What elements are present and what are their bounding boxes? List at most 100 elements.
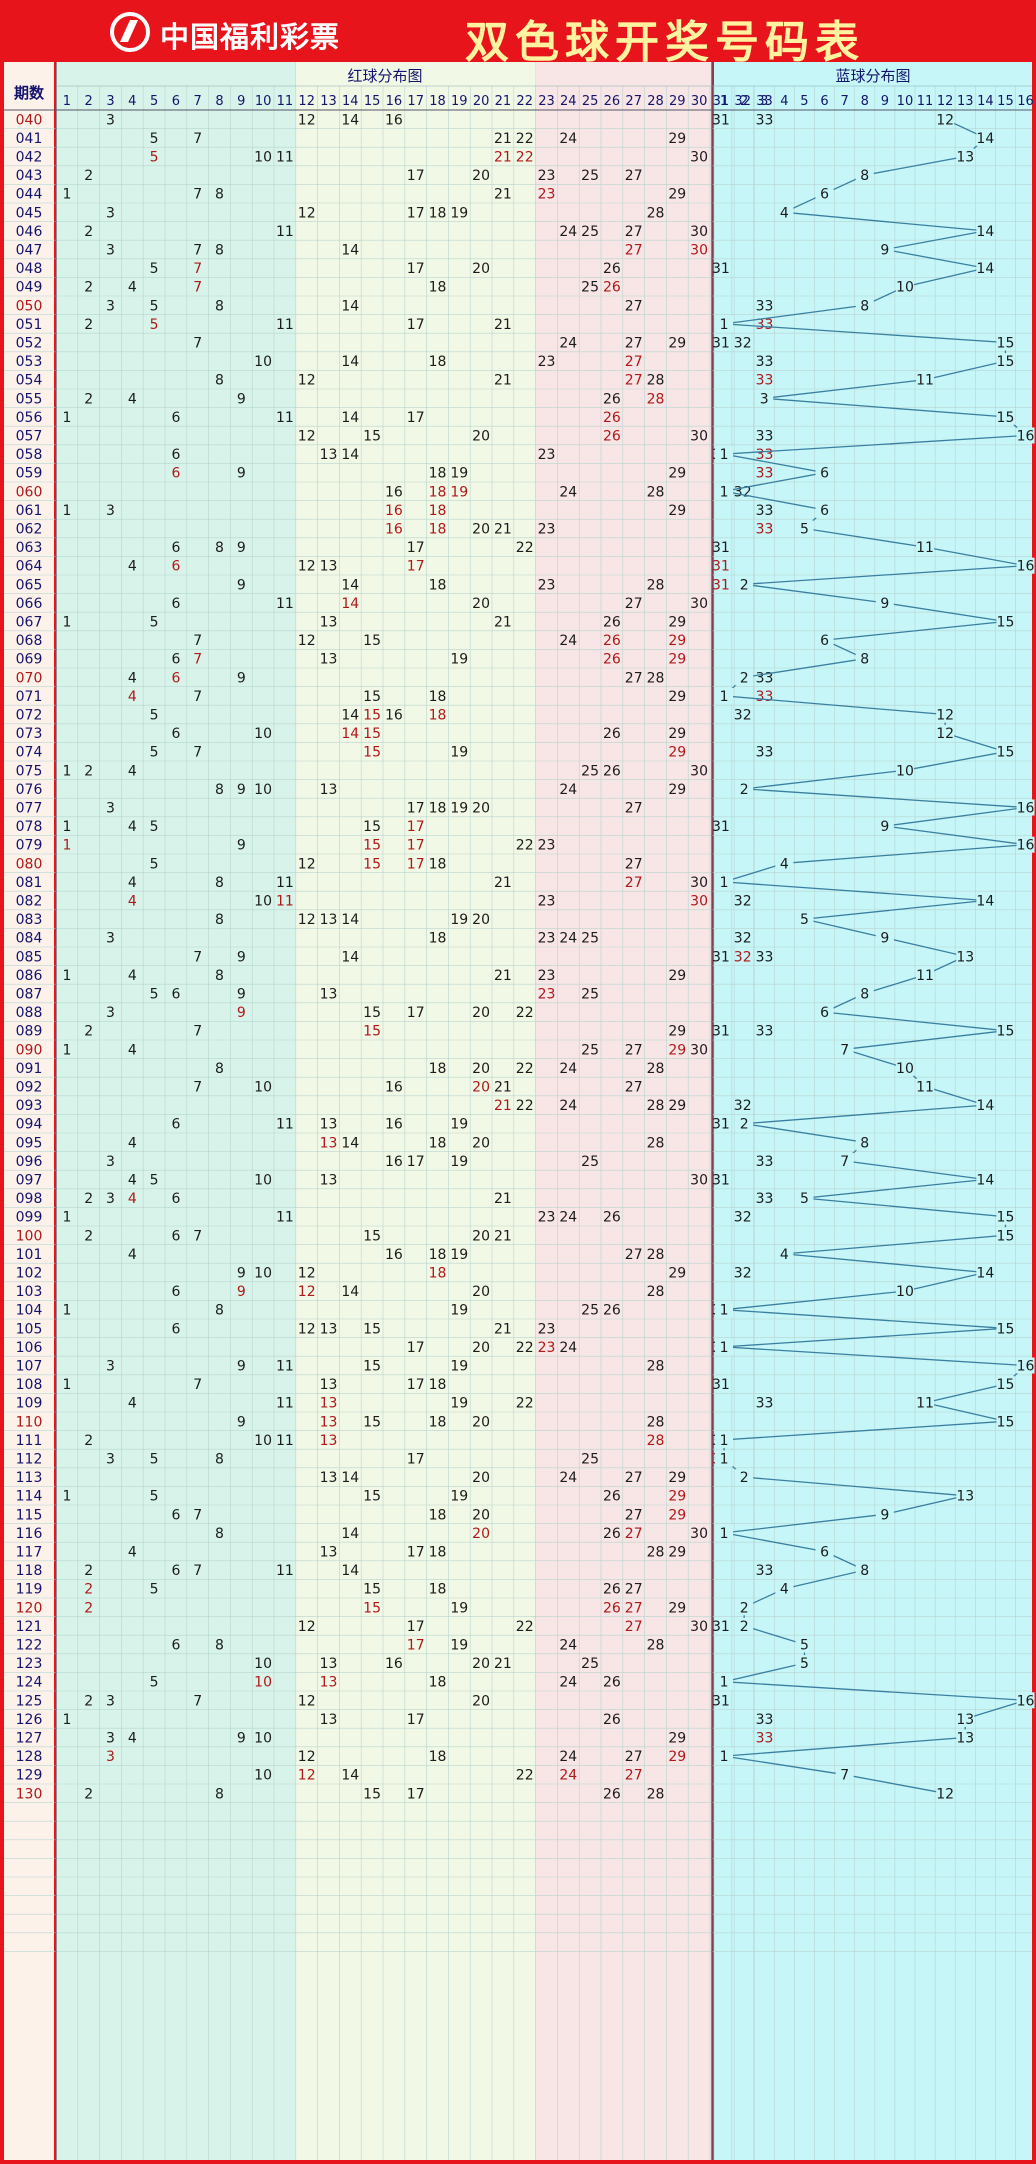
blue-ball-mark: 3 [760, 391, 769, 407]
red-ball-mark: 33 [756, 1563, 774, 1579]
blue-ball-mark: 1 [720, 1340, 729, 1356]
red-ball-mark: 20 [472, 596, 490, 612]
red-ball-mark: 1 [62, 763, 71, 779]
red-ball-mark: 27 [625, 1247, 643, 1263]
period-cell: 051 [16, 317, 43, 333]
red-ball-mark: 26 [603, 261, 621, 277]
red-ball-mark: 25 [581, 224, 599, 240]
blue-ball-bg [795, 911, 814, 928]
red-ball-mark: 5 [150, 745, 159, 761]
period-cell: 046 [16, 224, 43, 240]
red-ball-mark: 8 [215, 912, 224, 928]
red-ball-mark: 27 [625, 670, 643, 686]
red-ball-mark: 17 [407, 540, 425, 556]
red-ball-mark: 29 [668, 726, 686, 742]
red-ball-mark: 22 [516, 150, 534, 166]
red-ball-mark: 15 [363, 1024, 381, 1040]
red-ball-mark: 18 [429, 1377, 447, 1393]
red-ball-mark: 18 [429, 280, 447, 296]
red-ball-mark: 15 [363, 1600, 381, 1616]
blue-ball-mark: 5 [800, 1656, 809, 1672]
red-ball-mark: 30 [690, 596, 708, 612]
blue-ball-mark: 14 [976, 1266, 994, 1282]
red-ball-mark: 1 [62, 503, 71, 519]
red-ball-mark: 3 [106, 1359, 115, 1375]
blue-ball-mark: 13 [956, 1731, 974, 1747]
red-ball-mark: 26 [603, 615, 621, 631]
red-ball-mark: 29 [668, 1098, 686, 1114]
red-ball-mark: 27 [625, 298, 643, 314]
red-ball-mark: 9 [237, 577, 246, 593]
red-ball-mark: 12 [298, 559, 316, 575]
red-ball-mark: 5 [150, 615, 159, 631]
blue-ball-bg [715, 1524, 734, 1541]
red-ball-mark: 33 [756, 1191, 774, 1207]
red-ball-mark: 13 [320, 782, 338, 798]
period-cell: 065 [16, 577, 43, 593]
red-ball-mark: 7 [193, 1377, 202, 1393]
red-ball-mark: 4 [128, 1191, 137, 1207]
red-ball-mark: 20 [472, 429, 490, 445]
red-ball-mark: 7 [193, 280, 202, 296]
blue-ball-mark: 12 [936, 112, 954, 128]
red-ball-mark: 18 [429, 1061, 447, 1077]
red-ball-mark: 12 [298, 1321, 316, 1337]
period-cell: 088 [16, 1005, 43, 1021]
red-ball-mark: 17 [407, 1712, 425, 1728]
red-column-label: 8 [215, 94, 223, 109]
red-ball-mark: 15 [363, 429, 381, 445]
red-ball-mark: 23 [538, 187, 556, 203]
red-column-label: 5 [150, 94, 158, 109]
period-cell: 089 [16, 1024, 43, 1040]
red-ball-mark: 13 [320, 1117, 338, 1133]
red-ball-mark: 13 [320, 1396, 338, 1412]
period-cell: 112 [16, 1452, 43, 1468]
period-cell: 130 [16, 1786, 43, 1802]
red-ball-mark: 12 [298, 1768, 316, 1784]
red-ball-mark: 17 [407, 317, 425, 333]
red-ball-mark: 21 [494, 1228, 512, 1244]
blue-ball-bg [976, 1097, 995, 1114]
red-ball-mark: 6 [171, 1563, 180, 1579]
red-ball-mark: 27 [625, 1768, 643, 1784]
red-ball-mark: 20 [472, 1340, 490, 1356]
red-ball-mark: 5 [150, 1452, 159, 1468]
period-cell: 108 [16, 1377, 43, 1393]
period-cell: 083 [16, 912, 43, 928]
red-ball-mark: 27 [625, 1600, 643, 1616]
red-ball-mark: 14 [341, 354, 359, 370]
red-column-label: 24 [560, 94, 577, 109]
red-ball-mark: 5 [150, 856, 159, 872]
red-ball-mark: 7 [193, 261, 202, 277]
red-ball-mark: 20 [472, 168, 490, 184]
blue-ball-bg [735, 780, 754, 797]
blue-ball-mark: 4 [780, 856, 789, 872]
red-ball-mark: 3 [106, 243, 115, 259]
blue-ball-mark: 14 [976, 894, 994, 910]
red-ball-mark: 6 [171, 1228, 180, 1244]
red-ball-mark: 30 [690, 875, 708, 891]
red-ball-mark: 5 [150, 298, 159, 314]
blue-ball-bg [996, 1413, 1015, 1430]
blue-ball-bg [936, 706, 955, 723]
blue-ball-bg [956, 1710, 975, 1727]
period-cell: 114 [16, 1489, 43, 1505]
blue-ball-bg [815, 464, 834, 481]
red-ball-mark: 9 [237, 949, 246, 965]
red-ball-mark: 1 [62, 838, 71, 854]
period-cell: 073 [16, 726, 43, 742]
red-ball-mark: 12 [298, 1693, 316, 1709]
blue-column-label: 4 [780, 94, 788, 109]
red-ball-mark: 27 [625, 243, 643, 259]
red-ball-mark: 23 [538, 1210, 556, 1226]
red-ball-mark: 4 [128, 391, 137, 407]
red-ball-mark: 13 [320, 559, 338, 575]
blue-ball-mark: 16 [1017, 559, 1035, 575]
period-cell: 076 [16, 782, 43, 798]
red-ball-mark: 20 [472, 1061, 490, 1077]
blue-ball-mark: 13 [956, 1489, 974, 1505]
red-ball-mark: 2 [84, 1024, 93, 1040]
blue-ball-mark: 16 [1017, 801, 1035, 817]
red-ball-mark: 29 [668, 1024, 686, 1040]
period-cell: 072 [16, 708, 43, 724]
